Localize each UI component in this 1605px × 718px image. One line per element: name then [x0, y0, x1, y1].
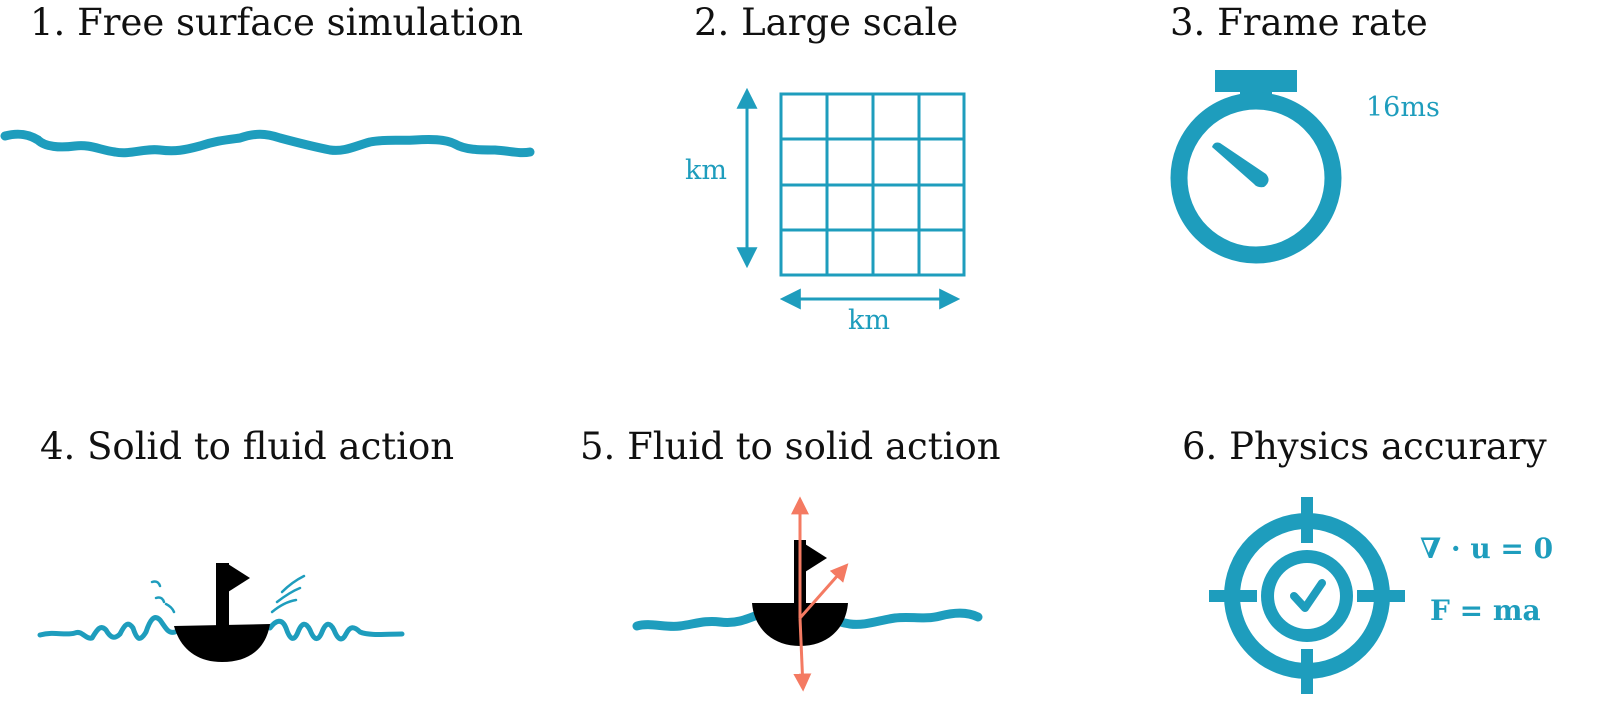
panel-3-number: 3.: [1170, 1, 1206, 44]
force-arrow-diagonal: [798, 563, 849, 619]
panel-5-title-text: Fluid to solid action: [627, 425, 1001, 468]
panel-4-number: 4.: [40, 425, 76, 468]
grid-icon: [779, 92, 966, 277]
wave-right: [267, 618, 405, 642]
newton-equation: F = ma: [1430, 594, 1541, 627]
vertical-km-label: km: [685, 155, 727, 186]
boat-flag: [228, 564, 250, 592]
wave-left: [37, 615, 178, 641]
wavy-line-icon: [0, 129, 535, 158]
panel-4-title: 4. Solid to fluid action: [40, 428, 454, 465]
boat-flag-5: [805, 544, 827, 572]
panel-5-number: 5.: [580, 425, 616, 468]
boat-splash-icon: [37, 563, 405, 662]
panel-4-title-text: Solid to fluid action: [87, 425, 455, 468]
panel-2-number: 2.: [694, 1, 730, 44]
panel-5-title: 5. Fluid to solid action: [580, 428, 1001, 465]
time-label: 16ms: [1366, 92, 1440, 123]
boat-forces-icon: [632, 496, 983, 692]
splash-right: [270, 574, 306, 614]
boat-hull: [174, 624, 270, 662]
force-arrow-down: [793, 617, 812, 692]
splash-left: [150, 580, 176, 614]
panel-2-title-text: Large scale: [741, 1, 959, 44]
panel-6-title-text: Physics accurary: [1229, 425, 1547, 468]
panel-1-number: 1.: [30, 1, 66, 44]
horizontal-km-label: km: [848, 305, 890, 336]
check-icon: [1290, 579, 1326, 612]
panel-1-title: 1. Free surface simulation: [30, 4, 523, 41]
divergence-equation: ∇ · u = 0: [1420, 532, 1554, 565]
panel-1-title-text: Free surface simulation: [77, 1, 524, 44]
target-check-icon: [1209, 497, 1405, 694]
panel-6-title: 6. Physics accurary: [1182, 428, 1547, 465]
panel-2-title: 2. Large scale: [694, 4, 958, 41]
panel-3-title: 3. Frame rate: [1170, 4, 1428, 41]
panel-3-title-text: Frame rate: [1217, 1, 1428, 44]
panel-6-number: 6.: [1182, 425, 1218, 468]
boat-mast: [216, 563, 229, 629]
stopwatch-icon: [1170, 70, 1342, 264]
